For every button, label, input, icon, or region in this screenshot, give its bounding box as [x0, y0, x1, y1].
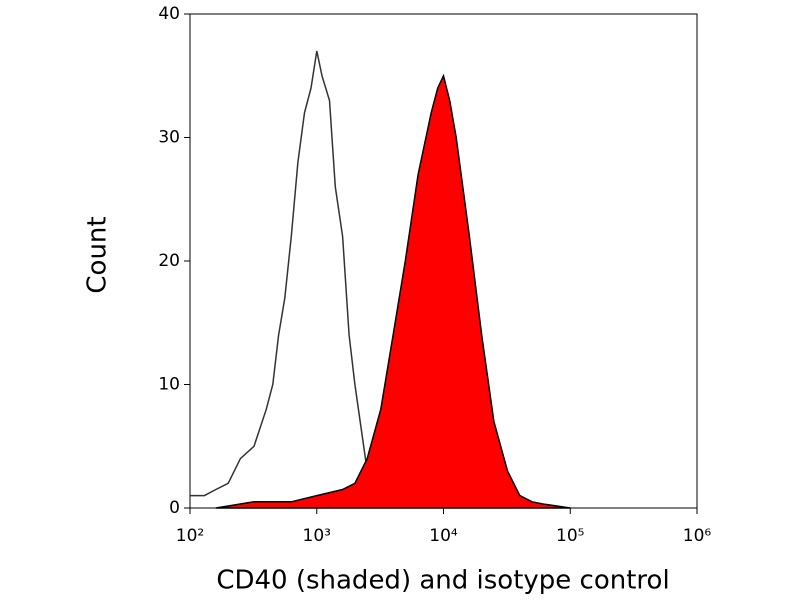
y-tick-label: 0: [169, 498, 180, 518]
x-tick-label: 10⁶: [683, 526, 712, 546]
x-tick-label: 10⁵: [556, 526, 584, 546]
x-tick-label: 10²: [176, 526, 204, 546]
y-axis-label: Count: [83, 216, 113, 293]
y-tick-label: 20: [158, 251, 180, 271]
x-tick-label: 10³: [303, 526, 331, 546]
x-axis-label: CD40 (shaded) and isotype control: [216, 566, 669, 596]
x-tick-label: 10⁴: [429, 526, 458, 546]
histogram-line: [190, 50, 394, 509]
y-tick-label: 10: [158, 375, 180, 395]
shaded-area: [215, 73, 571, 509]
y-tick-label: 30: [158, 128, 180, 148]
y-tick-label: 40: [158, 4, 180, 24]
